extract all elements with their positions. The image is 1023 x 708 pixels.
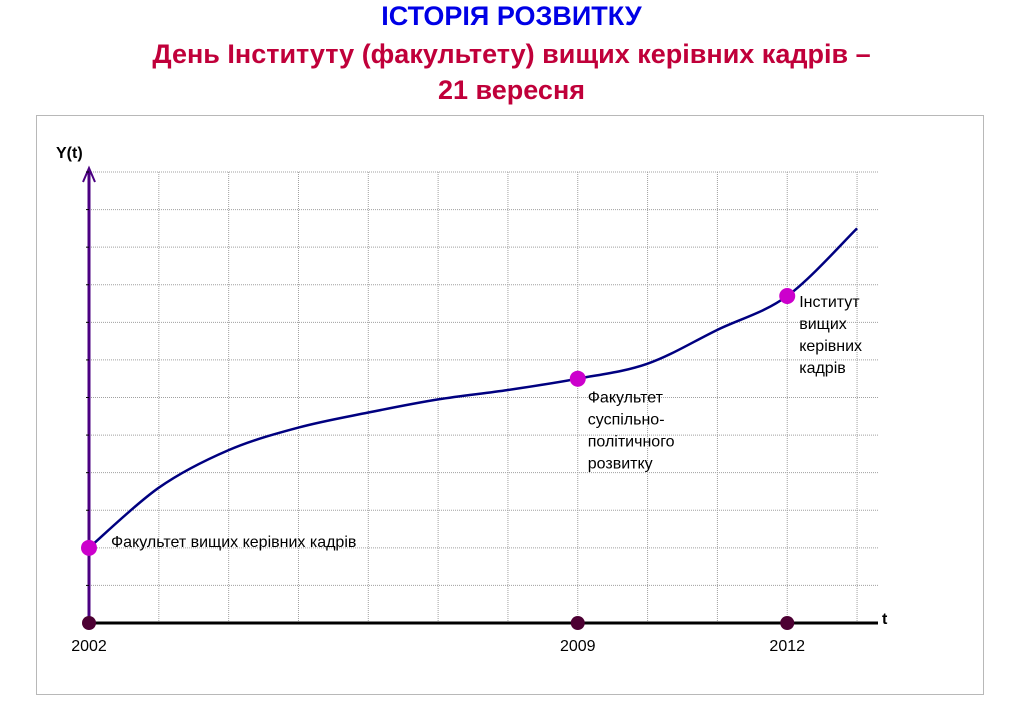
event-label-line: керівних — [799, 338, 862, 355]
chart-frame — [36, 115, 984, 695]
development-curve — [88, 227, 858, 549]
x-tick-label-2009: 2009 — [560, 638, 596, 655]
labels-layer: Y(t) t 2002 2009 2012 Факультет вищих керівни… — [56, 145, 888, 655]
event-label-line: Факультет вищих керівних кадрів — [111, 534, 356, 551]
x-axis-label: t — [882, 611, 888, 628]
event-label-2009: Факультет суспільно-політичного розвитку — [588, 390, 675, 473]
event-marker-2002 — [81, 539, 97, 556]
event-label-line: Інститут — [799, 294, 860, 311]
x-tick-label-2012: 2012 — [769, 638, 805, 655]
event-label-line: кадрів — [799, 360, 846, 377]
x-tick-label-2002: 2002 — [71, 638, 107, 655]
page-subtitle: День Інституту (факультету) вищих керівн… — [0, 36, 1023, 108]
event-label-line: Факультет — [588, 390, 664, 407]
markers-layer — [81, 288, 796, 630]
event-marker-2012 — [779, 288, 796, 305]
y-axis-arrow — [82, 165, 96, 183]
subtitle-line-2: 21 вересня — [437, 75, 586, 105]
event-label-2012: Інститут вищих керівних кадрів — [799, 294, 862, 377]
event-label-line: політичного — [588, 434, 675, 451]
curve-layer — [88, 227, 858, 549]
event-marker-2009 — [569, 370, 586, 387]
event-label-line: суспільно- — [588, 412, 665, 429]
chart-grid — [89, 171, 878, 623]
page-title: ІСТОРІЯ РОЗВИТКУ — [381, 1, 642, 31]
chart-axes — [82, 165, 878, 625]
year-marker-2012 — [780, 616, 795, 630]
year-marker-2002 — [82, 616, 96, 630]
event-label-line: вищих — [799, 316, 847, 333]
event-label-line: розвитку — [588, 456, 653, 473]
event-label-2002: Факультет вищих керівних кадрів — [111, 534, 356, 551]
year-marker-2009 — [570, 616, 585, 630]
y-axis-label: Y(t) — [56, 145, 83, 162]
subtitle-line-1: День Інституту (факультету) вищих керівн… — [152, 39, 871, 69]
